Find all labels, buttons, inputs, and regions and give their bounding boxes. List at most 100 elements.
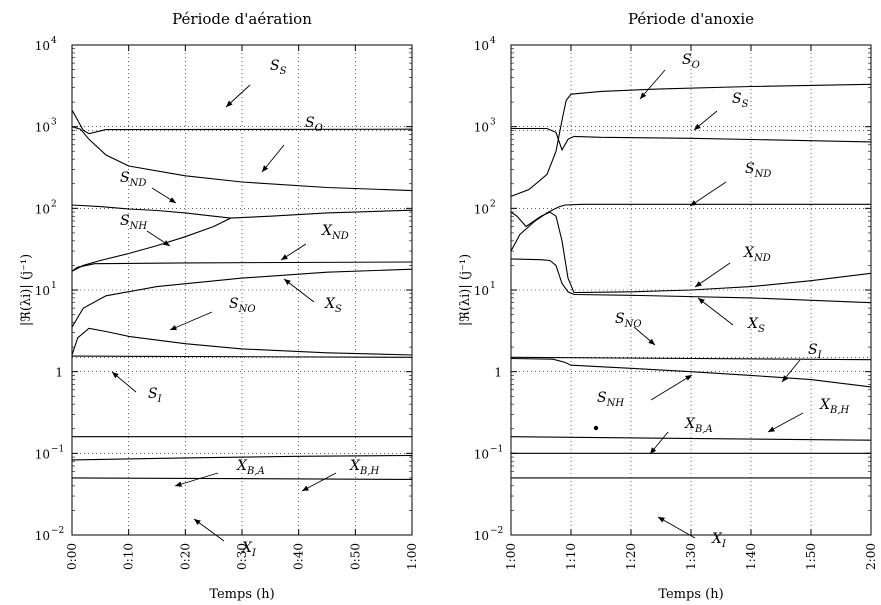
series-label: SI (808, 342, 823, 361)
series-line-x-i (71, 477, 413, 480)
series-label: SS (270, 58, 287, 77)
series-line-s-o (510, 83, 872, 197)
label-arrowhead (169, 197, 176, 203)
y-tick-exponent: 2 (51, 199, 57, 209)
label-leader (697, 297, 734, 326)
x-axis-label: Temps (h) (658, 587, 723, 602)
series-line-s-s (511, 127, 872, 152)
series-line-x-s (71, 268, 413, 328)
x-tick-label: 1:50 (804, 543, 818, 570)
series-line-x-nd (510, 211, 872, 294)
series-line-x-nd (71, 261, 413, 272)
label-arrowhead (170, 324, 177, 330)
y-tick-exponent: 2 (490, 199, 496, 209)
y-tick-label: 10 (474, 447, 489, 461)
series-line-s-nd (71, 204, 231, 219)
y-axis-label: |ℜ(λi)| (j⁻¹) (19, 254, 34, 326)
x-axis-label: Temps (h) (209, 587, 274, 602)
label-leader (694, 262, 731, 288)
series-label: SNH (597, 390, 624, 409)
y-tick-label: 1 (55, 366, 63, 380)
label-arrowhead (194, 519, 201, 526)
series-line-x-s (510, 258, 872, 304)
chart-title: Période d'aération (172, 10, 312, 28)
x-tick-label: 1:20 (624, 543, 638, 570)
series-label: SNO (229, 296, 256, 315)
label-leader (650, 374, 693, 401)
y-tick-exponent: −2 (490, 526, 503, 536)
label-arrowhead (175, 481, 182, 487)
series-label: XB,H (349, 458, 379, 477)
label-leader (657, 516, 696, 539)
x-tick-label: 0:40 (292, 543, 306, 570)
x-tick-label: 0:00 (65, 543, 79, 570)
y-tick-label: 10 (474, 529, 489, 543)
label-arrowhead (163, 240, 170, 246)
label-arrowhead (262, 165, 269, 172)
chart-title: Période d'anoxie (628, 10, 754, 28)
x-tick-label: 1:40 (744, 543, 758, 570)
y-tick-label: 10 (474, 284, 489, 298)
x-tick-label: 0:30 (235, 543, 249, 570)
label-arrowhead (698, 298, 705, 305)
series-label: SNH (120, 213, 147, 232)
series-label: SNO (615, 311, 642, 330)
y-tick-label: 10 (474, 202, 489, 216)
series-line-s-no (71, 327, 413, 356)
y-axis-label: |ℜ(λi)| (j⁻¹) (458, 254, 473, 326)
y-tick-exponent: 3 (490, 118, 496, 128)
x-tick-label: 2:00 (864, 543, 878, 570)
label-arrowhead (648, 338, 655, 345)
label-arrowhead (768, 426, 775, 432)
label-arrowhead (695, 281, 702, 287)
series-label: XND (321, 223, 349, 242)
label-arrowhead (658, 517, 665, 523)
series-label: XI (711, 531, 727, 550)
series-line-s-s (71, 109, 413, 135)
label-arrowhead (690, 200, 697, 206)
series-label: XB,A (236, 458, 265, 477)
y-tick-label: 10 (35, 121, 50, 135)
y-tick-label: 10 (474, 121, 489, 135)
y-tick-label: 10 (35, 529, 50, 543)
x-tick-label: 0:20 (178, 543, 192, 570)
x-tick-label: 1:10 (564, 543, 578, 570)
series-line-s-no (510, 356, 872, 361)
label-arrowhead (782, 375, 789, 382)
x-tick-label: 0:10 (122, 543, 136, 570)
series-label: XS (324, 296, 342, 315)
y-tick-label: 1 (494, 366, 502, 380)
y-tick-exponent: 4 (51, 36, 57, 46)
y-tick-label: 10 (35, 447, 50, 461)
x-tick-label: 1:00 (504, 543, 518, 570)
series-label: SND (120, 170, 146, 189)
series-label: XS (747, 316, 765, 335)
y-tick-label: 10 (35, 284, 50, 298)
series-line-s-nh (71, 209, 413, 272)
label-arrowhead (281, 254, 288, 260)
series-label: XND (743, 245, 771, 264)
x-tick-label: 1:30 (684, 543, 698, 570)
y-tick-label: 10 (474, 39, 489, 53)
y-tick-exponent: −1 (490, 444, 503, 454)
label-arrowhead (302, 485, 309, 491)
marker-dot (593, 425, 599, 431)
series-line-s-nd (510, 203, 871, 252)
label-leader (169, 311, 213, 331)
series-label: SO (682, 52, 700, 71)
label-arrowhead (694, 123, 701, 130)
label-arrowhead (685, 375, 692, 381)
x-tick-label: 0:50 (348, 543, 362, 570)
label-leader (174, 472, 219, 487)
y-tick-label: 10 (35, 202, 50, 216)
y-tick-label: 10 (35, 39, 50, 53)
series-line-s-i (71, 355, 413, 358)
label-arrowhead (284, 279, 291, 286)
x-tick-label: 1:00 (405, 543, 419, 570)
series-line-x-b-a (71, 454, 413, 461)
series-label: XB,H (819, 397, 849, 416)
series-label: SO (305, 115, 323, 134)
series-label: SS (732, 91, 749, 110)
